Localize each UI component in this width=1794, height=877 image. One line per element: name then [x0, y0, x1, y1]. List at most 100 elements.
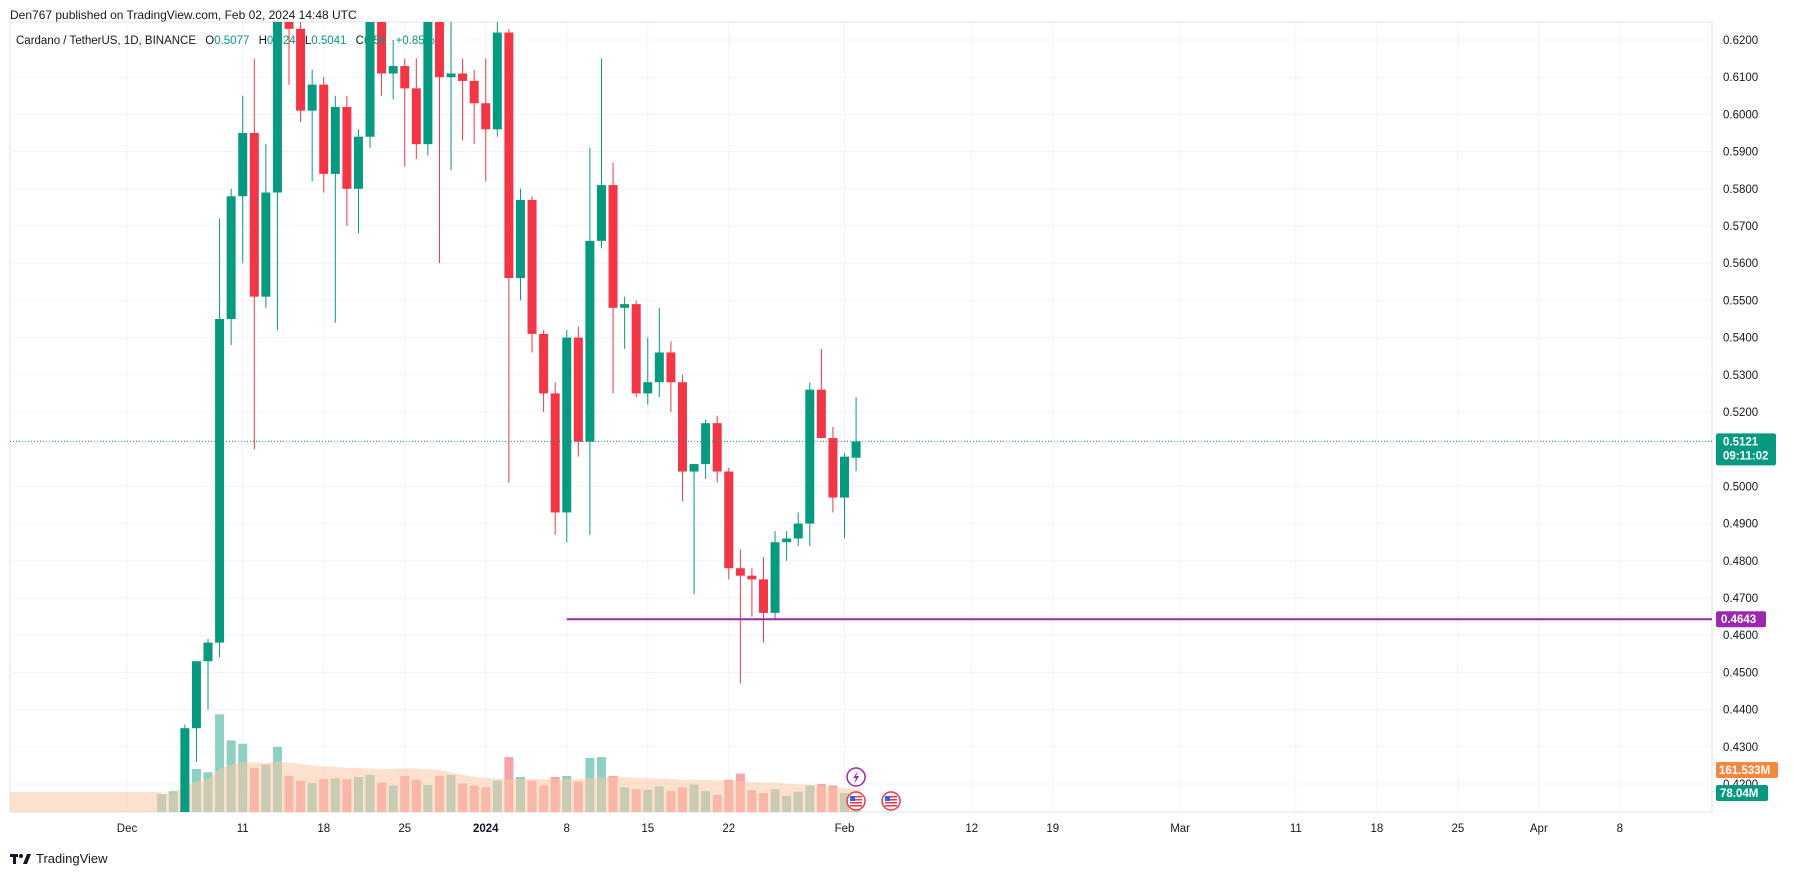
candle-body	[261, 192, 271, 297]
candle-body	[758, 579, 768, 613]
candle-body	[203, 642, 213, 662]
candle-body	[724, 471, 734, 569]
us-flag-event-icon	[846, 791, 866, 811]
candle-body	[446, 73, 456, 78]
candle-body	[666, 352, 676, 383]
time-tick-label: 25	[398, 823, 411, 835]
candle-body	[272, 22, 282, 193]
time-tick-label: Dec	[117, 823, 138, 835]
candle-body	[377, 22, 387, 74]
candle-body	[677, 382, 687, 472]
candle-body	[851, 441, 861, 458]
chart-overlays	[10, 440, 1712, 811]
tradingview-logo[interactable]: TradingView	[10, 851, 108, 866]
countdown-label: 09:11:02	[1723, 450, 1768, 462]
candle-body	[562, 337, 572, 513]
price-tick-label: 0.4500	[1723, 667, 1758, 679]
candlestick-series	[180, 22, 861, 812]
published-by-text: Den767 published on TradingView.com, Feb…	[10, 8, 357, 22]
last-price-label: 0.5121	[1723, 436, 1759, 448]
open-value: 0.5077	[214, 35, 250, 47]
price-tick-label: 0.4800	[1723, 556, 1758, 568]
last-price-badge	[1716, 433, 1776, 466]
candle-body	[458, 73, 468, 81]
volume-bar	[215, 714, 225, 812]
support-price-label: 0.4643	[1721, 614, 1756, 626]
price-tick-label: 0.5800	[1723, 184, 1758, 196]
volume-bars	[10, 714, 862, 812]
candle-body	[596, 185, 606, 241]
volume-ma-label: 161.533M	[1719, 765, 1770, 777]
price-tick-label: 0.4700	[1723, 593, 1758, 605]
candle-body	[608, 185, 618, 308]
candle-body	[782, 538, 792, 543]
volume-last-label: 78.04M	[1720, 788, 1758, 800]
price-tick-label: 0.5700	[1723, 221, 1758, 233]
candle-body	[712, 423, 722, 472]
candle-body	[215, 319, 225, 643]
candle-body	[238, 133, 248, 197]
candle-body	[411, 88, 421, 145]
time-tick-label: 11	[237, 823, 249, 835]
candle-body	[527, 199, 537, 334]
price-tick-label: 0.5600	[1723, 258, 1758, 270]
candle-body	[423, 22, 433, 145]
candle-body	[365, 22, 375, 137]
low-label: L	[304, 35, 312, 47]
symbol-title[interactable]: Cardano / TetherUS, 1D, BINANCE	[16, 35, 197, 47]
lightning-event-icon	[846, 767, 866, 787]
price-tick-label: 0.5900	[1723, 147, 1758, 159]
time-tick-label: Apr	[1530, 823, 1548, 835]
candle-body	[631, 304, 641, 394]
candle-body	[515, 199, 525, 279]
time-tick-label: 25	[1451, 823, 1464, 835]
price-tick-label: 0.5500	[1723, 295, 1758, 307]
price-tick-label: 0.4900	[1723, 519, 1758, 531]
candle-body	[342, 106, 352, 189]
candle-body	[701, 423, 711, 465]
time-tick-label: 22	[722, 823, 735, 835]
candle-body	[840, 456, 849, 498]
time-tick-label: 11	[1290, 823, 1302, 835]
tradingview-logo-icon	[10, 853, 32, 865]
candle-body	[550, 393, 560, 513]
candle-body	[284, 22, 294, 29]
close-label: C	[355, 35, 364, 47]
price-axis[interactable]: 0.6200 0.6100 0.6000 0.5900 0.5800 0.5700 0.56…	[1716, 35, 1778, 801]
price-tick-label: 0.5300	[1723, 370, 1758, 382]
change-percent: +0.85%	[395, 35, 435, 47]
price-tick-label: 0.5000	[1723, 481, 1758, 493]
time-tick-label: 18	[1370, 823, 1383, 835]
close-value: 0.51	[363, 35, 387, 47]
candle-body	[469, 80, 479, 104]
candle-body	[330, 106, 340, 174]
time-axis[interactable]: Dec 11 18 25 2024 8 15 22 Feb 12 19 Mar 11 18 25 Apr 8	[117, 823, 1623, 835]
candle-body	[191, 661, 201, 729]
tradingview-brand-text: TradingView	[36, 851, 108, 866]
chart-grid	[9, 21, 1713, 813]
volume-ma-badge	[1716, 762, 1778, 778]
high-label: H	[258, 35, 267, 47]
low-value: 0.5041	[311, 35, 347, 47]
candle-body	[226, 196, 236, 319]
candle-body	[319, 84, 329, 174]
candle-body	[735, 568, 745, 576]
time-tick-label: Mar	[1170, 823, 1190, 835]
candle-body	[180, 728, 190, 812]
candle-body	[805, 389, 815, 524]
price-tick-label: 0.4300	[1723, 742, 1758, 754]
candle-body	[400, 66, 410, 89]
time-tick-label: 12	[965, 823, 978, 835]
candle-body	[434, 22, 444, 78]
candle-body	[504, 32, 514, 279]
candle-body	[573, 337, 583, 442]
candle-body	[620, 304, 630, 308]
price-tick-label: 0.4400	[1723, 705, 1758, 717]
time-tick-label: 8	[1617, 823, 1623, 835]
volume-ma-area	[10, 761, 862, 812]
candle-body	[585, 240, 595, 442]
price-tick-label: 0.6100	[1723, 72, 1758, 84]
candle-body	[654, 352, 664, 383]
price-tick-label: 0.5400	[1723, 333, 1758, 345]
